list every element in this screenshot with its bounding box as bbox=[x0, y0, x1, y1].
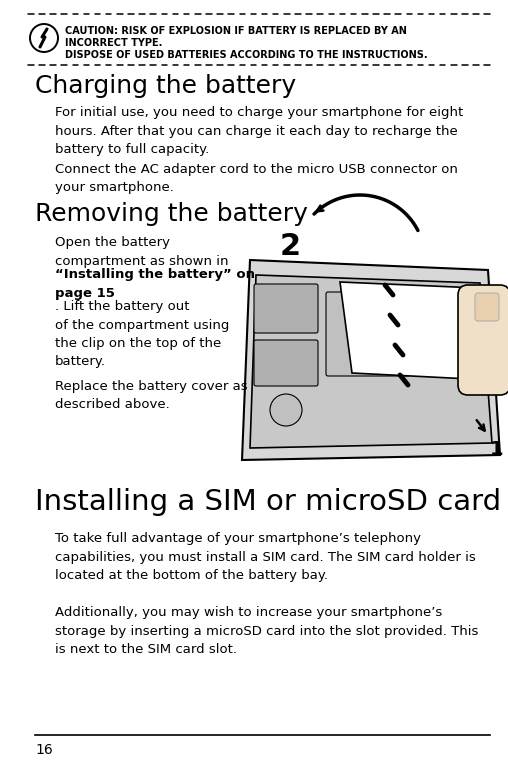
Text: 1: 1 bbox=[490, 440, 503, 459]
Circle shape bbox=[270, 394, 302, 426]
Text: Replace the battery cover as
described above.: Replace the battery cover as described a… bbox=[55, 380, 247, 411]
Text: “Installing the battery” on
page 15: “Installing the battery” on page 15 bbox=[55, 268, 255, 300]
Text: Additionally, you may wish to increase your smartphone’s
storage by inserting a : Additionally, you may wish to increase y… bbox=[55, 606, 479, 656]
Text: CAUTION: RISK OF EXPLOSION IF BATTERY IS REPLACED BY AN: CAUTION: RISK OF EXPLOSION IF BATTERY IS… bbox=[65, 26, 407, 36]
Text: 16: 16 bbox=[35, 743, 53, 757]
Text: For initial use, you need to charge your smartphone for eight
hours. After that : For initial use, you need to charge your… bbox=[55, 106, 463, 156]
Circle shape bbox=[30, 24, 58, 52]
Text: DISPOSE OF USED BATTERIES ACCORDING TO THE INSTRUCTIONS.: DISPOSE OF USED BATTERIES ACCORDING TO T… bbox=[65, 50, 428, 60]
Text: Open the battery
compartment as shown in: Open the battery compartment as shown in bbox=[55, 236, 229, 267]
FancyBboxPatch shape bbox=[254, 284, 318, 333]
Text: 2: 2 bbox=[280, 232, 301, 261]
FancyBboxPatch shape bbox=[254, 340, 318, 386]
Text: INCORRECT TYPE.: INCORRECT TYPE. bbox=[65, 38, 163, 48]
FancyBboxPatch shape bbox=[458, 285, 508, 395]
Text: Connect the AC adapter cord to the micro USB connector on
your smartphone.: Connect the AC adapter cord to the micro… bbox=[55, 163, 458, 195]
Text: Installing a SIM or microSD card: Installing a SIM or microSD card bbox=[35, 488, 501, 516]
Polygon shape bbox=[242, 260, 500, 460]
Polygon shape bbox=[340, 282, 490, 380]
Polygon shape bbox=[250, 275, 492, 448]
FancyBboxPatch shape bbox=[326, 292, 410, 376]
Text: Removing the battery: Removing the battery bbox=[35, 202, 308, 226]
Text: To take full advantage of your smartphone’s telephony
capabilities, you must ins: To take full advantage of your smartphon… bbox=[55, 532, 476, 582]
Text: . Lift the battery out
of the compartment using
the clip on the top of the
batte: . Lift the battery out of the compartmen… bbox=[55, 300, 230, 369]
Text: Charging the battery: Charging the battery bbox=[35, 74, 296, 98]
FancyBboxPatch shape bbox=[475, 293, 499, 321]
